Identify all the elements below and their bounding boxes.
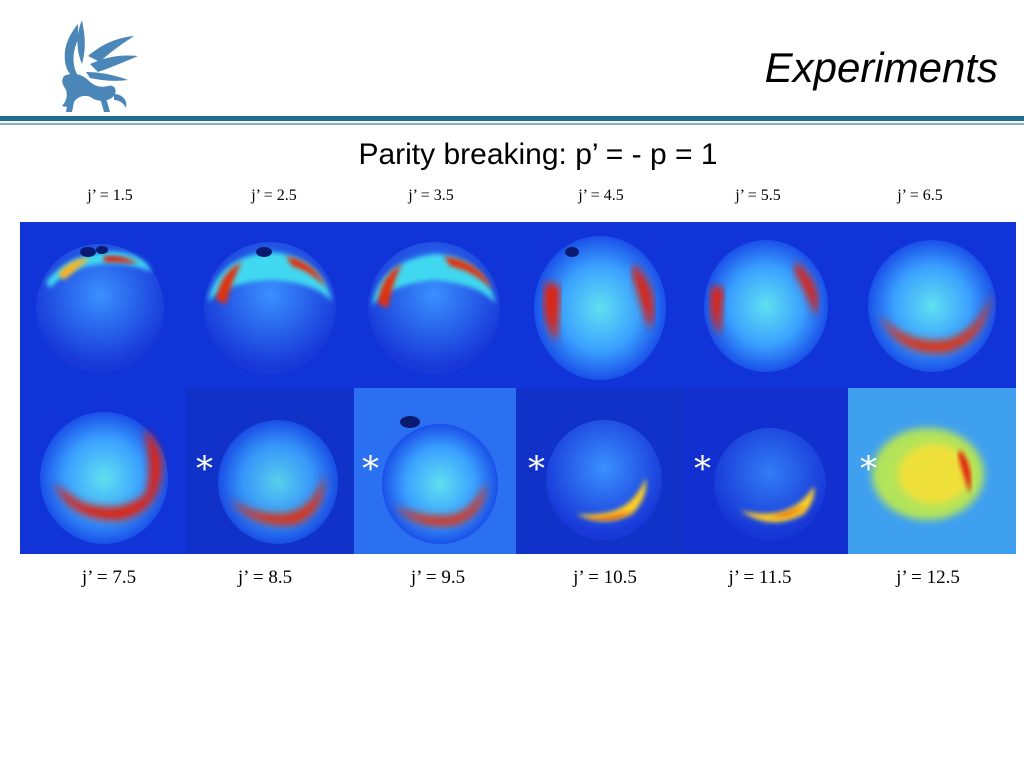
top-label-6: j’ = 6.5 <box>897 187 943 204</box>
top-label-4: j’ = 4.5 <box>578 187 624 204</box>
image-j-2-5 <box>186 222 354 388</box>
image-j-10-5 <box>516 388 684 554</box>
image-j-12-5 <box>848 388 1016 554</box>
image-j-4-5 <box>516 222 684 388</box>
bottom-label-1: j’ = 7.5 <box>81 567 137 588</box>
image-grid <box>20 222 1016 554</box>
marker-star-10-5: * <box>528 449 545 489</box>
header-divider <box>0 116 1024 121</box>
bottom-label-3: j’ = 9.5 <box>410 567 466 588</box>
bottom-label-5: j’ = 11.5 <box>728 567 792 588</box>
top-label-3: j’ = 3.5 <box>408 187 454 204</box>
griffin-logo-icon <box>48 16 142 112</box>
top-label-1: j’ = 1.5 <box>87 187 133 204</box>
top-label-2: j’ = 2.5 <box>251 187 297 204</box>
header-divider-thin <box>0 123 1024 125</box>
marker-star-12-5: * <box>860 449 877 489</box>
image-j-9-5 <box>354 388 516 554</box>
image-j-7-5 <box>20 388 186 554</box>
top-label-5: j’ = 5.5 <box>735 187 781 204</box>
image-j-8-5 <box>186 388 354 554</box>
bottom-label-2: j’ = 8.5 <box>237 567 293 588</box>
bottom-label-4: j’ = 10.5 <box>573 567 637 588</box>
image-j-5-5 <box>684 222 848 388</box>
image-j-6-5 <box>848 222 1016 388</box>
bottom-label-6: j’ = 12.5 <box>896 567 960 588</box>
marker-star-9-5: * <box>362 449 379 489</box>
image-j-3-5 <box>354 222 516 388</box>
slide-title: Experiments <box>764 44 998 91</box>
marker-star-8-5: * <box>196 449 213 489</box>
image-j-1-5 <box>20 222 186 388</box>
marker-star-11-5: * <box>694 449 711 489</box>
image-j-11-5 <box>684 388 848 554</box>
slide-subtitle: Parity breaking: p’ = - p = 1 <box>358 138 718 171</box>
